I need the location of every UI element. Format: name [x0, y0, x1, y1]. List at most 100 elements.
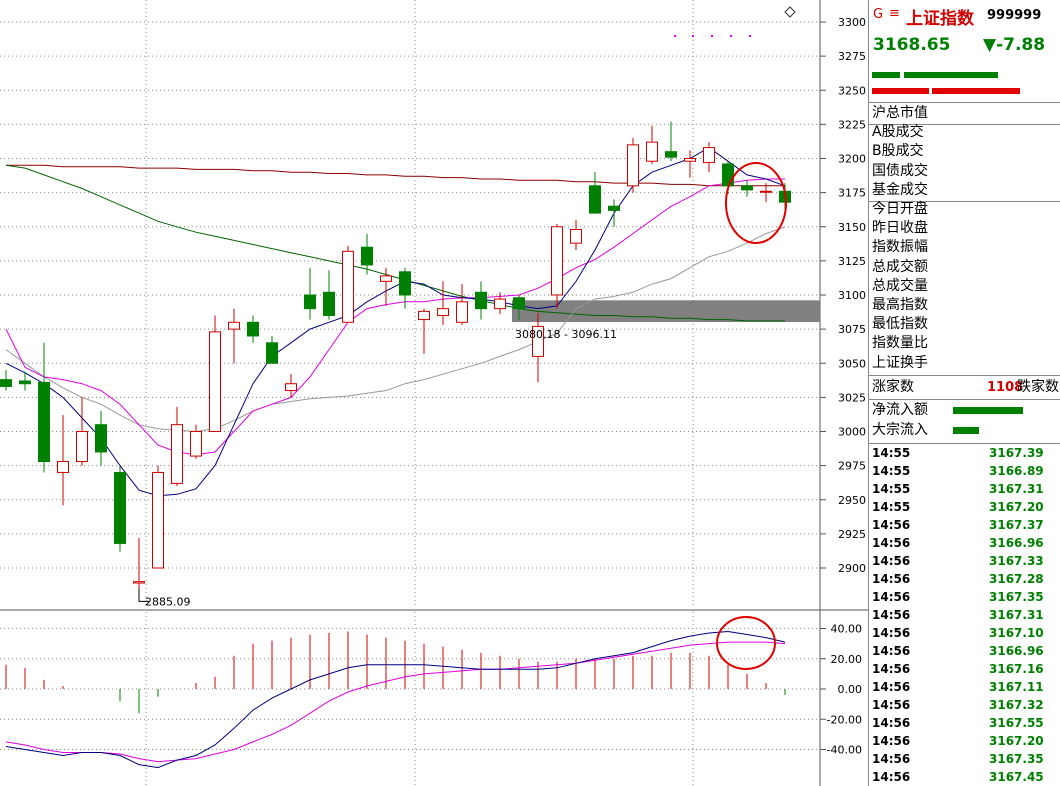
candle-body	[323, 291, 335, 316]
macd-tick-label: 40.00	[831, 623, 863, 636]
block-inflow-bar	[953, 427, 979, 434]
candle-body	[133, 581, 145, 584]
price-tick-label: 3025	[838, 391, 866, 404]
macd-dif-line	[5, 630, 786, 769]
stat-label: 最高指数	[872, 297, 928, 313]
tick-time: 14:56	[872, 680, 911, 694]
tick-time: 14:56	[872, 770, 911, 784]
candle-body	[209, 331, 221, 433]
ma-pink-line	[5, 178, 785, 456]
tick-time: 14:56	[872, 716, 911, 730]
index-code: 999999	[987, 8, 1042, 23]
candle-body	[342, 250, 354, 323]
candle-body	[589, 185, 601, 214]
ma-darkred-line	[6, 164, 785, 187]
g-label[interactable]: G	[873, 7, 884, 22]
candle-body	[228, 321, 240, 330]
macd-tick-label: -40.00	[827, 744, 862, 757]
highlight-circle-macd	[716, 616, 776, 670]
block-inflow-label: 大宗流入	[872, 422, 928, 438]
tick-price: 3167.31	[989, 482, 1044, 496]
candle-body	[646, 141, 658, 162]
price-tick-label: 3125	[838, 255, 866, 268]
tick-price: 3167.55	[989, 716, 1044, 730]
candle-body	[722, 163, 734, 187]
net-inflow-bar	[953, 407, 1023, 414]
candle-body	[38, 381, 50, 463]
tick-price: 3167.39	[989, 446, 1044, 460]
tick-price: 3167.31	[989, 608, 1044, 622]
price-change: ▼-7.88	[983, 35, 1046, 55]
highlight-circle-price	[725, 162, 787, 244]
tick-price: 3167.16	[989, 662, 1044, 676]
bar-red-2	[932, 88, 1020, 94]
price-tick-label: 3175	[838, 187, 866, 200]
tick-price: 3167.11	[989, 680, 1044, 694]
price-tick-label: 3225	[838, 118, 866, 131]
stat-label: 指数振幅	[872, 239, 928, 256]
gap-rect	[512, 300, 820, 323]
tick-time: 14:55	[872, 482, 911, 496]
tick-time: 14:56	[872, 536, 911, 550]
moving-averages	[5, 147, 786, 497]
candle-body	[361, 246, 373, 266]
price-tick-label: 3300	[838, 16, 866, 29]
tick-price: 3166.96	[989, 644, 1044, 658]
price-tick-label: 3200	[838, 153, 866, 166]
tick-price: 3167.35	[989, 590, 1044, 604]
macd-tick-label: -20.00	[827, 713, 862, 726]
stat-label: 最低指数	[872, 316, 928, 333]
candle-body	[266, 342, 278, 364]
price-tick-label: 3000	[838, 426, 866, 439]
tick-price: 3166.96	[989, 536, 1044, 550]
net-inflow-label: 净流入额	[872, 402, 928, 418]
stat-label: A股成交	[872, 124, 924, 141]
candle-body	[57, 461, 69, 473]
candle-body	[741, 185, 753, 191]
bar-green-2	[904, 72, 998, 78]
stat-label: B股成交	[872, 143, 924, 160]
candle-body	[171, 424, 183, 484]
candlesticks	[0, 121, 791, 589]
tick-time: 14:56	[872, 608, 911, 622]
macd-axis: -40.00 -20.00 0.00 20.00 40.00	[820, 623, 862, 757]
index-name: 上证指数	[906, 9, 974, 29]
candle-body	[418, 310, 430, 321]
tick-time: 14:55	[872, 500, 911, 514]
stat-label: 基金成交	[872, 181, 928, 198]
candle-body	[114, 471, 126, 544]
candle-body	[760, 190, 772, 193]
stat-label: 指数量比	[872, 335, 928, 352]
dots-marker	[674, 35, 751, 37]
ma-gray-line	[5, 226, 786, 433]
tick-price: 3166.89	[989, 464, 1044, 478]
ma-green-line	[5, 164, 785, 322]
price-tick-label: 2975	[838, 460, 866, 473]
candle-body	[76, 431, 88, 463]
candle-body	[570, 228, 582, 244]
price-tick-label: 3250	[838, 84, 866, 97]
tick-price: 3167.20	[989, 500, 1044, 514]
price-tick-label: 2925	[838, 528, 866, 541]
tick-price: 3167.32	[989, 698, 1044, 712]
candle-body	[304, 294, 316, 310]
price-tick-label: 3100	[838, 289, 866, 302]
candle-body	[608, 205, 620, 211]
candle-body	[513, 297, 525, 310]
gap-label: 3080.18 - 3096.11	[515, 328, 617, 341]
bar-red-1	[872, 88, 929, 94]
candle-body	[95, 424, 107, 453]
tick-time: 14:56	[872, 752, 911, 766]
candle-body	[247, 321, 259, 337]
tick-price: 3167.10	[989, 626, 1044, 640]
candle-body	[285, 383, 297, 392]
stat-label: 今日开盘	[872, 201, 928, 217]
gap-band	[512, 300, 820, 323]
price-axis: 2900 2925 2950 2975 3000 3025 3050 3075 3100 3125…	[820, 16, 866, 575]
bar-green-1	[872, 72, 900, 78]
menu-icon[interactable]: ≡	[889, 6, 900, 21]
candle-body	[456, 301, 468, 323]
diamond-icon[interactable]	[784, 6, 796, 18]
price-grid	[0, 0, 820, 608]
candle-body	[190, 431, 202, 457]
